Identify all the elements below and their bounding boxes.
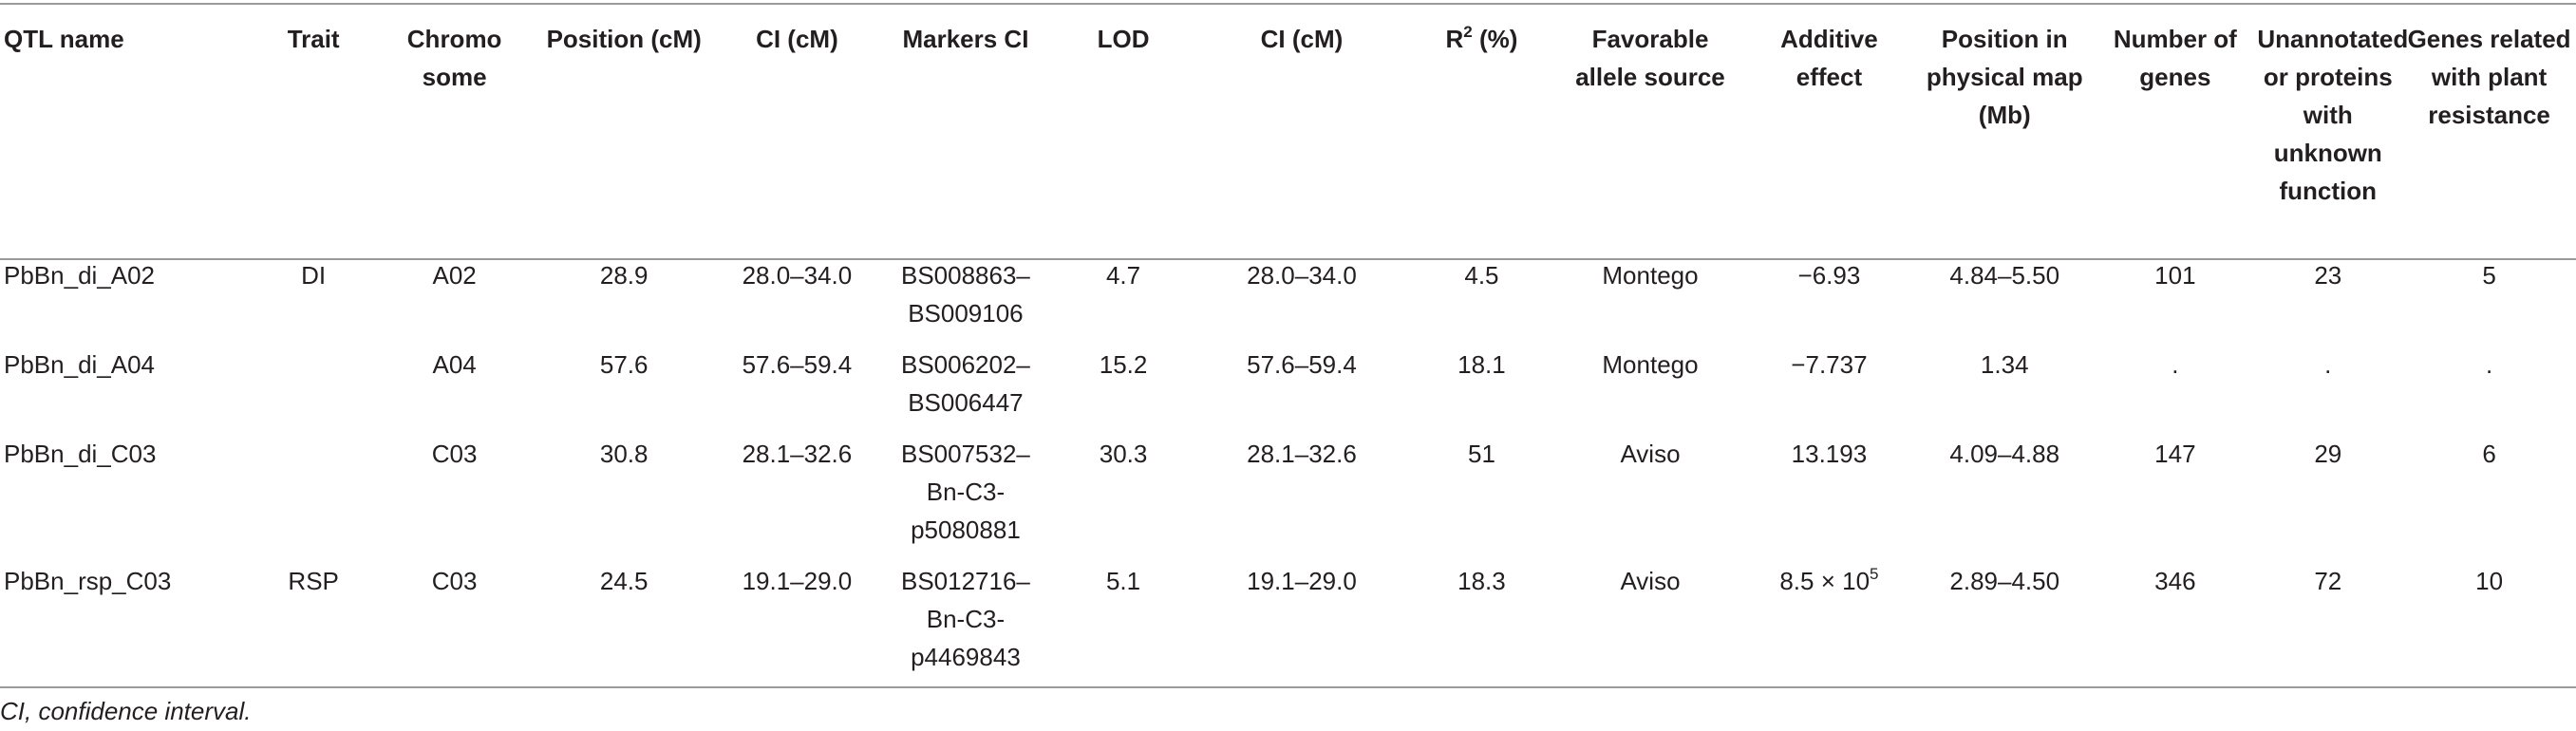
header-position: Position (cM)	[546, 25, 702, 53]
cell-ci-2: 28.0–34.0	[1247, 261, 1357, 290]
header-number-of-genes: Number of genes	[2113, 25, 2237, 91]
header-physical-position: Position in physical map (Mb)	[1926, 25, 2083, 129]
cell-unannotated: 23	[2314, 261, 2342, 290]
cell-ci-1: 19.1–29.0	[742, 567, 853, 595]
table-row: PbBn_di_A02 DI A02 28.9 28.0–34.0 BS0088…	[0, 243, 2576, 332]
cell-chromosome: A04	[432, 350, 477, 379]
cell-resistance: 6	[2482, 440, 2496, 468]
cell-r2: 18.3	[1457, 567, 1506, 595]
cell-r2: 18.1	[1457, 350, 1506, 379]
header-favorable-allele-source: Favorable allele source	[1575, 25, 1725, 91]
cell-lod: 5.1	[1105, 567, 1141, 595]
table-header-rule	[0, 258, 2576, 260]
table-footnote: CI, confidence interval.	[0, 697, 252, 725]
cell-resistance: 5	[2482, 261, 2496, 290]
cell-position: 28.9	[599, 261, 649, 290]
cell-source: Aviso	[1620, 440, 1681, 468]
cell-markers: BS006202–BS006447	[900, 350, 1030, 417]
cell-trait: DI	[301, 261, 327, 290]
cell-position: 30.8	[599, 440, 649, 468]
cell-genes: 147	[2154, 440, 2196, 468]
header-chromosome: Chromo some	[406, 25, 502, 91]
cell-genes: 101	[2154, 261, 2196, 290]
table-row: PbBn_di_A04 A04 57.6 57.6–59.4 BS006202–…	[0, 332, 2576, 422]
cell-chromosome: A02	[432, 261, 477, 290]
header-r2-sup: 2	[1463, 23, 1473, 41]
header-row: QTL name Trait Chromo some Position (cM)…	[0, 5, 2576, 243]
cell-additive: −6.93	[1797, 261, 1861, 290]
cell-trait	[252, 422, 376, 549]
header-r2-base: R	[1445, 25, 1464, 53]
cell-physical: 4.09–4.88	[1949, 440, 2060, 468]
cell-resistance: .	[2485, 350, 2493, 379]
cell-ci-2: 57.6–59.4	[1247, 350, 1357, 379]
cell-trait: RSP	[288, 567, 339, 595]
cell-additive: 13.193	[1791, 440, 1868, 468]
cell-ci-1: 28.0–34.0	[742, 261, 853, 290]
cell-resistance: 10	[2475, 567, 2504, 595]
table-row: PbBn_di_C03 C03 30.8 28.1–32.6 BS007532–…	[0, 422, 2576, 549]
cell-physical: 2.89–4.50	[1949, 567, 2060, 595]
cell-additive: −7.737	[1791, 350, 1868, 379]
cell-additive: 8.5 × 105	[1746, 549, 1912, 682]
table-bottom-rule	[0, 686, 2576, 688]
cell-lod: 15.2	[1099, 350, 1148, 379]
cell-source: Montego	[1602, 261, 1699, 290]
cell-genes: 346	[2154, 567, 2196, 595]
header-unannotated: Unannotated or proteins with unknown fun…	[2257, 25, 2409, 205]
header-additive-effect: Additive effect	[1780, 25, 1878, 91]
cell-lod: 30.3	[1099, 440, 1148, 468]
cell-additive-exponent: 5	[1870, 565, 1879, 583]
cell-qtl-name: PbBn_di_A04	[4, 350, 156, 379]
cell-position: 24.5	[599, 567, 649, 595]
cell-r2: 51	[1467, 440, 1495, 468]
cell-qtl-name: PbBn_di_A02	[4, 261, 156, 290]
header-r2-suffix: (%)	[1472, 25, 1518, 53]
cell-ci-2: 28.1–32.6	[1247, 440, 1357, 468]
cell-markers: BS008863–BS009106	[900, 261, 1030, 328]
cell-ci-2: 19.1–29.0	[1247, 567, 1357, 595]
header-lod: LOD	[1097, 25, 1150, 53]
cell-markers: BS012716–Bn-C3-p4469843	[900, 567, 1030, 671]
cell-chromosome: C03	[431, 440, 478, 468]
cell-chromosome: C03	[431, 567, 478, 595]
cell-source: Montego	[1602, 350, 1699, 379]
cell-source: Aviso	[1620, 567, 1681, 595]
header-qtl-name: QTL name	[4, 25, 124, 53]
cell-unannotated: 29	[2314, 440, 2342, 468]
header-trait: Trait	[287, 25, 340, 53]
header-genes-resistance: Genes related with plant resistance	[2407, 25, 2571, 129]
cell-r2: 4.5	[1464, 261, 1499, 290]
cell-unannotated: .	[2324, 350, 2332, 379]
cell-trait	[252, 332, 376, 422]
cell-genes: .	[2172, 350, 2179, 379]
header-ci-1: CI (cM)	[756, 25, 838, 53]
header-markers-ci: Markers CI	[902, 25, 1029, 53]
qtl-table: QTL name Trait Chromo some Position (cM)…	[0, 5, 2576, 682]
table-row: PbBn_rsp_C03 RSP C03 24.5 19.1–29.0 BS01…	[0, 549, 2576, 682]
cell-lod: 4.7	[1105, 261, 1141, 290]
cell-position: 57.6	[599, 350, 649, 379]
cell-unannotated: 72	[2314, 567, 2342, 595]
cell-ci-1: 57.6–59.4	[742, 350, 853, 379]
cell-physical: 4.84–5.50	[1949, 261, 2060, 290]
cell-qtl-name: PbBn_di_C03	[4, 440, 157, 468]
cell-markers: BS007532–Bn-C3-p5080881	[900, 440, 1030, 544]
cell-qtl-name: PbBn_rsp_C03	[4, 567, 172, 595]
table-top-rule	[0, 3, 2576, 5]
cell-ci-1: 28.1–32.6	[742, 440, 853, 468]
cell-physical: 1.34	[1980, 350, 2029, 379]
header-ci-2: CI (cM)	[1260, 25, 1344, 53]
header-r2: R2 (%)	[1409, 5, 1555, 243]
cell-additive-base: 8.5 × 10	[1779, 567, 1871, 595]
